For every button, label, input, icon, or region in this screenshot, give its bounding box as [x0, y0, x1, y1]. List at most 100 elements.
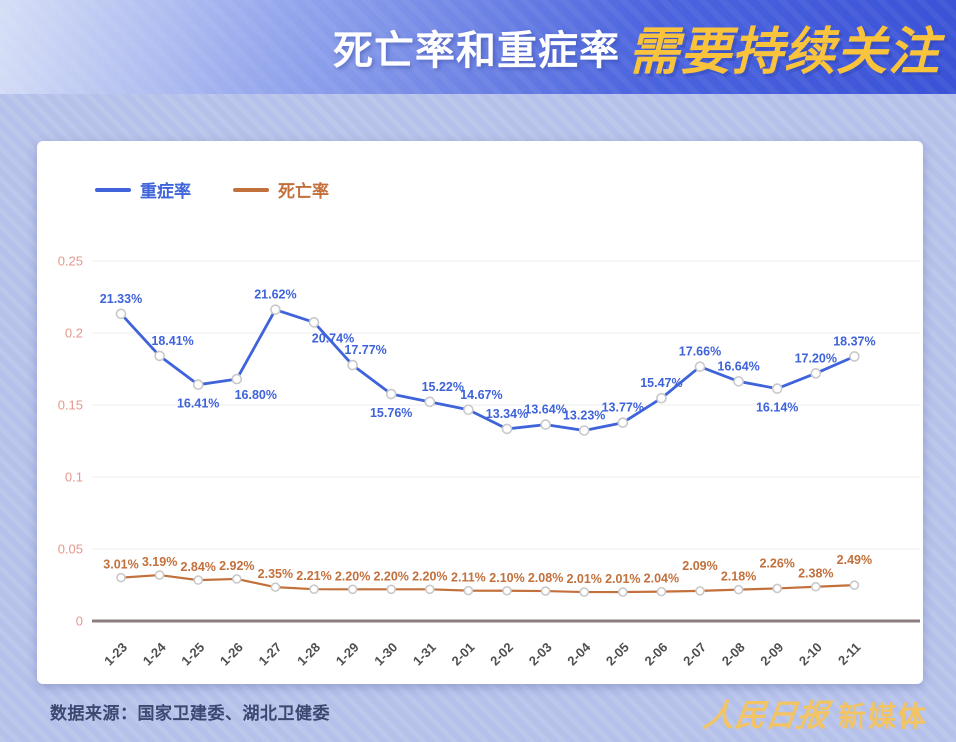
x-tick-label: 1-31 [410, 640, 439, 669]
data-point-marker [810, 581, 821, 592]
severe-value-label: 13.23% [563, 408, 605, 422]
y-tick-label: 0.1 [65, 470, 83, 485]
severe-value-label: 17.20% [795, 351, 837, 365]
data-point-marker [656, 586, 667, 597]
death-value-label: 2.20% [373, 569, 408, 583]
brand-masthead: 人民日报 [700, 698, 831, 734]
x-tick-label: 1-23 [101, 640, 130, 669]
y-tick-label: 0 [76, 614, 83, 629]
data-point-marker [849, 580, 860, 590]
x-tick-label: 1-26 [217, 640, 246, 669]
y-tick-label: 0.25 [58, 254, 83, 269]
data-point-marker [733, 584, 744, 595]
data-point-marker [463, 585, 474, 596]
severe-value-label: 13.64% [524, 403, 566, 417]
data-point-marker [540, 586, 551, 596]
data-point-marker [617, 587, 628, 597]
chart-canvas: 0 0.05 0.1 0.15 0.2 0.25 1-23 1-24 1-25 1-26 1-27 1… [58, 254, 920, 669]
severe-value-label: 21.33% [100, 292, 142, 306]
data-point-marker [502, 585, 512, 596]
x-tick-label: 2-11 [835, 640, 864, 669]
x-tick-label: 2-02 [487, 640, 516, 669]
data-point-marker [385, 388, 397, 400]
severe-value-label: 18.41% [151, 334, 193, 348]
severe-value-label: 21.62% [254, 288, 296, 302]
death-value-label: 2.04% [644, 572, 679, 586]
severe-value-label: 16.64% [717, 359, 759, 373]
data-point-marker [772, 583, 783, 594]
data-point-marker [270, 582, 281, 592]
legend-item-severe: 重症率 [95, 177, 191, 202]
death-value-label: 2.38% [798, 567, 833, 581]
severe-value-label: 16.41% [177, 397, 219, 411]
x-tick-label: 2-08 [719, 640, 748, 669]
severe-value-label: 16.14% [756, 401, 798, 415]
x-tick-label: 2-06 [642, 640, 671, 669]
severe-value-label: 17.66% [679, 345, 721, 359]
legend-label-death: 死亡率 [278, 182, 329, 201]
severe-line [119, 308, 856, 432]
x-tick-label: 1-25 [178, 640, 207, 669]
death-value-label: 2.01% [566, 572, 601, 586]
y-tick-label: 0.05 [58, 542, 83, 557]
x-tick-label: 2-10 [796, 640, 825, 669]
data-point-marker [617, 417, 629, 429]
data-point-marker [347, 584, 358, 595]
severe-value-label: 20.74% [312, 331, 354, 345]
data-point-marker [116, 572, 126, 583]
severe-value-label: 13.34% [486, 407, 528, 421]
data-point-marker [463, 404, 474, 416]
severe-value-label: 15.22% [422, 380, 464, 394]
severe-value-label: 18.37% [833, 334, 875, 348]
data-point-marker [771, 383, 783, 394]
chart-legend: 重症率 死亡率 [95, 177, 329, 202]
severe-value-label: 15.47% [640, 376, 682, 390]
x-tick-label: 1-30 [371, 640, 400, 669]
data-point-marker [540, 419, 551, 430]
data-point-marker [154, 350, 165, 362]
data-point-marker [810, 368, 822, 379]
death-value-label: 2.92% [219, 559, 254, 573]
severe-value-label: 16.80% [235, 388, 277, 402]
data-point-marker [309, 584, 319, 594]
data-point-marker [695, 586, 705, 596]
data-point-marker [386, 584, 397, 595]
x-tick-label: 1-24 [140, 639, 170, 669]
y-tick-label: 0.15 [58, 398, 83, 413]
y-tick-label: 0.2 [65, 326, 83, 341]
legend-label-severe: 重症率 [140, 182, 191, 201]
death-value-label: 2.20% [335, 569, 370, 583]
x-tick-label: 1-28 [294, 640, 323, 669]
severe-value-label: 17.77% [344, 343, 386, 357]
x-tick-label: 2-04 [564, 639, 594, 669]
x-tick-label: 1-29 [333, 640, 362, 669]
death-value-label: 2.21% [296, 569, 331, 583]
x-tick-label: 2-09 [757, 640, 786, 669]
page-title: 死亡率和重症率 [332, 29, 620, 73]
x-tick-label: 2-05 [603, 640, 632, 669]
brand-logo: 人民日报 新媒体 [700, 690, 928, 735]
severe-value-label: 13.77% [602, 401, 644, 415]
death-value-label: 2.35% [258, 567, 293, 581]
data-point-marker [501, 423, 513, 435]
data-point-marker [578, 425, 590, 436]
data-point-marker [308, 317, 320, 328]
data-point-marker [656, 392, 667, 404]
brand-new-media: 新媒体 [837, 701, 928, 732]
legend-item-death: 死亡率 [233, 177, 329, 202]
data-point-marker [193, 575, 203, 585]
death-value-label: 3.19% [142, 555, 177, 569]
header-banner: 死亡率和重症率 需要持续关注 [0, 0, 956, 94]
data-point-marker [733, 376, 744, 387]
page-title-highlight: 需要持续关注 [627, 23, 940, 80]
death-value-label: 2.18% [721, 570, 756, 584]
death-value-label: 2.84% [180, 560, 215, 574]
data-point-marker [115, 308, 127, 320]
severe-value-label: 14.67% [460, 388, 502, 402]
death-value-label: 3.01% [103, 558, 138, 572]
data-point-marker [270, 304, 281, 315]
severe-value-label: 15.76% [370, 406, 412, 420]
data-point-marker [424, 396, 436, 408]
data-point-marker [579, 587, 590, 597]
severe-line-swatch [95, 187, 131, 192]
